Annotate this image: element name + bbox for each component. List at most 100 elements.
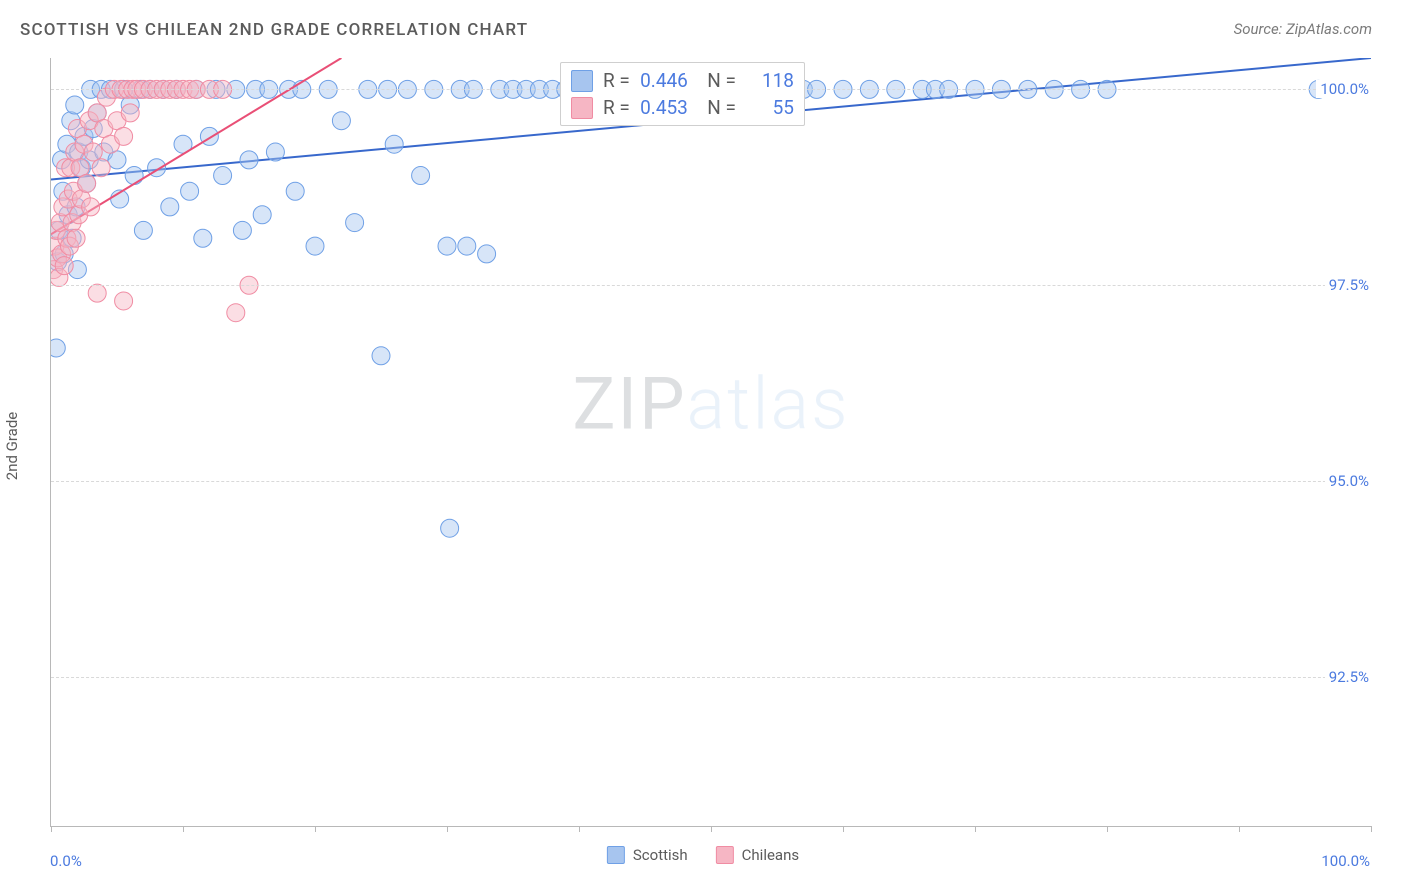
data-point-scottish <box>54 182 72 200</box>
data-point-scottish <box>478 245 496 263</box>
y-tick-label: 97.5% <box>1325 276 1373 294</box>
data-point-scottish <box>63 229 81 247</box>
legend-item: Scottish <box>607 846 688 864</box>
data-point-scottish <box>134 221 152 239</box>
data-point-scottish <box>51 253 67 271</box>
data-point-scottish <box>266 143 284 161</box>
data-point-chileans <box>51 214 69 232</box>
regression-line-chileans <box>51 58 341 234</box>
data-point-scottish <box>438 237 456 255</box>
data-point-chileans <box>75 135 93 153</box>
x-tick <box>447 826 448 832</box>
data-point-chileans <box>92 159 110 177</box>
data-point-scottish <box>80 151 98 169</box>
r-label: R = <box>603 69 630 92</box>
data-point-chileans <box>57 159 75 177</box>
data-point-chileans <box>51 237 64 255</box>
y-tick-label: 92.5% <box>1325 668 1373 686</box>
data-point-scottish <box>88 104 106 122</box>
data-point-scottish <box>55 245 73 263</box>
data-point-scottish <box>148 159 166 177</box>
x-max-label: 100.0% <box>1321 852 1370 870</box>
data-point-chileans <box>72 190 90 208</box>
x-min-label: 0.0% <box>50 852 82 870</box>
x-tick <box>183 826 184 832</box>
watermark-prefix: ZIP <box>572 361 686 446</box>
data-point-scottish <box>84 120 102 138</box>
data-point-scottish <box>200 127 218 145</box>
data-point-scottish <box>53 151 71 169</box>
r-value: 0.453 <box>640 96 688 119</box>
data-point-scottish <box>121 96 139 114</box>
data-point-scottish <box>174 135 192 153</box>
data-point-scottish <box>70 143 88 161</box>
data-point-chileans <box>71 159 89 177</box>
data-point-scottish <box>75 127 93 145</box>
data-point-scottish <box>68 261 86 279</box>
data-point-chileans <box>51 249 67 267</box>
y-axis-title: 2nd Grade <box>3 412 21 480</box>
data-point-scottish <box>412 167 430 185</box>
legend-swatch <box>716 846 734 864</box>
x-tick <box>1239 826 1240 832</box>
data-point-chileans <box>80 112 98 130</box>
x-tick <box>1107 826 1108 832</box>
y-tick-label: 100.0% <box>1316 80 1373 98</box>
data-point-chileans <box>95 120 113 138</box>
data-point-scottish <box>372 347 390 365</box>
data-point-scottish <box>62 112 80 130</box>
legend-swatch <box>607 846 625 864</box>
regression-legend: R = 0.446 N = 118 R = 0.453 N = 55 <box>560 62 805 126</box>
data-point-chileans <box>88 104 106 122</box>
legend-label: Chileans <box>742 846 799 864</box>
data-point-scottish <box>385 135 403 153</box>
data-point-scottish <box>66 96 84 114</box>
data-point-chileans <box>101 135 119 153</box>
source-label: Source: ZipAtlas.com <box>1234 20 1372 38</box>
data-point-chileans <box>97 88 115 106</box>
plot-area: ZIPatlas 92.5% 95.0% 97.5% 100.0% <box>50 58 1371 827</box>
data-point-scottish <box>59 206 77 224</box>
data-point-scottish <box>240 151 258 169</box>
data-point-scottish <box>253 206 271 224</box>
y-tick-label: 95.0% <box>1325 472 1373 490</box>
n-label: N = <box>698 96 736 119</box>
n-value: 55 <box>746 96 794 119</box>
data-point-chileans <box>227 304 245 322</box>
r-value: 0.446 <box>640 69 688 92</box>
x-tick <box>711 826 712 832</box>
x-tick <box>315 826 316 832</box>
data-point-chileans <box>84 143 102 161</box>
data-point-scottish <box>458 237 476 255</box>
data-point-chileans <box>115 292 133 310</box>
data-point-scottish <box>181 182 199 200</box>
r-label: R = <box>603 96 630 119</box>
data-point-chileans <box>62 159 80 177</box>
data-point-chileans <box>53 245 71 263</box>
data-point-scottish <box>51 221 68 239</box>
gridline <box>51 285 1371 286</box>
data-point-scottish <box>58 135 76 153</box>
n-value: 118 <box>746 69 794 92</box>
x-tick <box>579 826 580 832</box>
chart-title: SCOTTISH VS CHILEAN 2ND GRADE CORRELATIO… <box>20 20 528 40</box>
data-point-scottish <box>346 214 364 232</box>
data-point-chileans <box>51 221 65 239</box>
data-point-chileans <box>51 268 68 286</box>
data-point-scottish <box>441 519 459 537</box>
watermark-suffix: atlas <box>687 361 850 446</box>
regression-legend-row: R = 0.446 N = 118 <box>571 69 794 92</box>
data-point-scottish <box>111 190 129 208</box>
regression-legend-row: R = 0.453 N = 55 <box>571 96 794 119</box>
data-point-scottish <box>233 221 251 239</box>
data-point-chileans <box>67 229 85 247</box>
data-point-chileans <box>54 198 72 216</box>
data-point-chileans <box>64 182 82 200</box>
watermark: ZIPatlas <box>572 361 849 446</box>
data-point-chileans <box>70 206 88 224</box>
data-point-scottish <box>95 143 113 161</box>
n-label: N = <box>698 69 736 92</box>
data-point-chileans <box>51 261 63 279</box>
data-point-chileans <box>121 104 139 122</box>
data-point-scottish <box>306 237 324 255</box>
